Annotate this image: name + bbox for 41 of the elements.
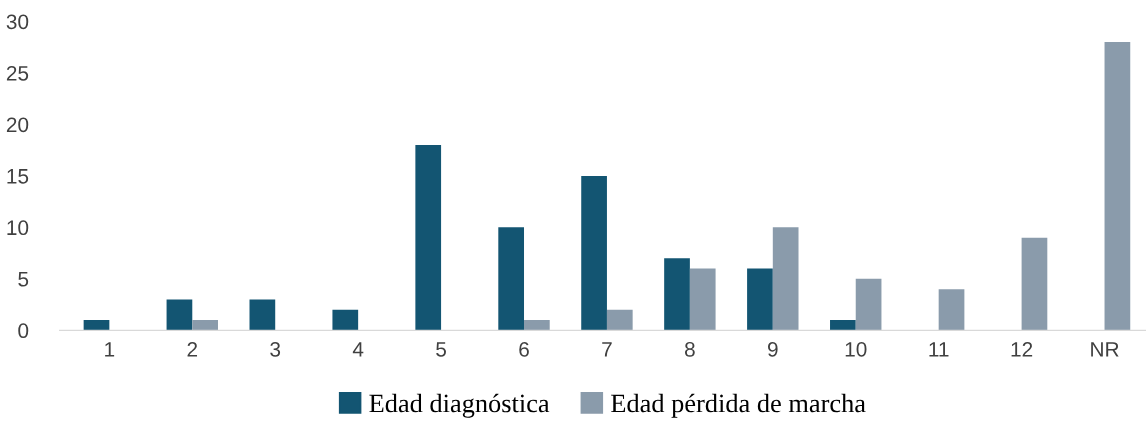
bar bbox=[1104, 42, 1131, 331]
bar bbox=[581, 175, 607, 331]
bar bbox=[192, 320, 218, 331]
x-tick-label: 4 bbox=[352, 342, 364, 357]
bar bbox=[747, 268, 773, 331]
x-tick-label: 8 bbox=[684, 341, 695, 357]
x-tick-label: 11 bbox=[929, 342, 949, 357]
bar bbox=[606, 309, 633, 331]
x-tick-label: 10 bbox=[845, 341, 867, 357]
y-tick-label: 0 bbox=[18, 323, 29, 339]
bar bbox=[664, 258, 690, 331]
bar bbox=[498, 227, 525, 331]
bar bbox=[415, 145, 442, 331]
bar bbox=[83, 320, 110, 331]
bar bbox=[689, 268, 716, 331]
x-tick-label: 3 bbox=[270, 341, 281, 357]
bar bbox=[938, 289, 965, 331]
bar bbox=[830, 320, 856, 331]
x-tick-label: 9 bbox=[767, 341, 778, 357]
y-tick-label: 25 bbox=[6, 65, 29, 81]
legend-label: Edad pérdida de marcha bbox=[611, 393, 866, 418]
y-tick-label: 5 bbox=[18, 272, 29, 287]
bar bbox=[772, 227, 799, 331]
y-tick-label: 15 bbox=[7, 169, 29, 184]
y-tick-label: 30 bbox=[6, 14, 29, 30]
bar bbox=[249, 299, 276, 331]
x-tick-label: 5 bbox=[436, 342, 446, 357]
x-tick-label: 7 bbox=[602, 342, 612, 357]
bar bbox=[855, 278, 882, 331]
legend-label: Edad diagnóstica bbox=[369, 393, 550, 418]
bar bbox=[332, 309, 359, 331]
bar bbox=[166, 299, 193, 331]
x-tick-label: NR bbox=[1091, 342, 1119, 357]
bar bbox=[524, 320, 550, 331]
y-tick-label: 10 bbox=[7, 220, 29, 236]
bar bbox=[1021, 237, 1048, 331]
x-tick-label: 12 bbox=[1011, 341, 1033, 357]
x-tick-label: 2 bbox=[187, 341, 198, 357]
y-tick-label: 20 bbox=[6, 117, 29, 133]
x-tick-label: 1 bbox=[105, 342, 115, 357]
x-tick-label: 6 bbox=[519, 341, 529, 357]
